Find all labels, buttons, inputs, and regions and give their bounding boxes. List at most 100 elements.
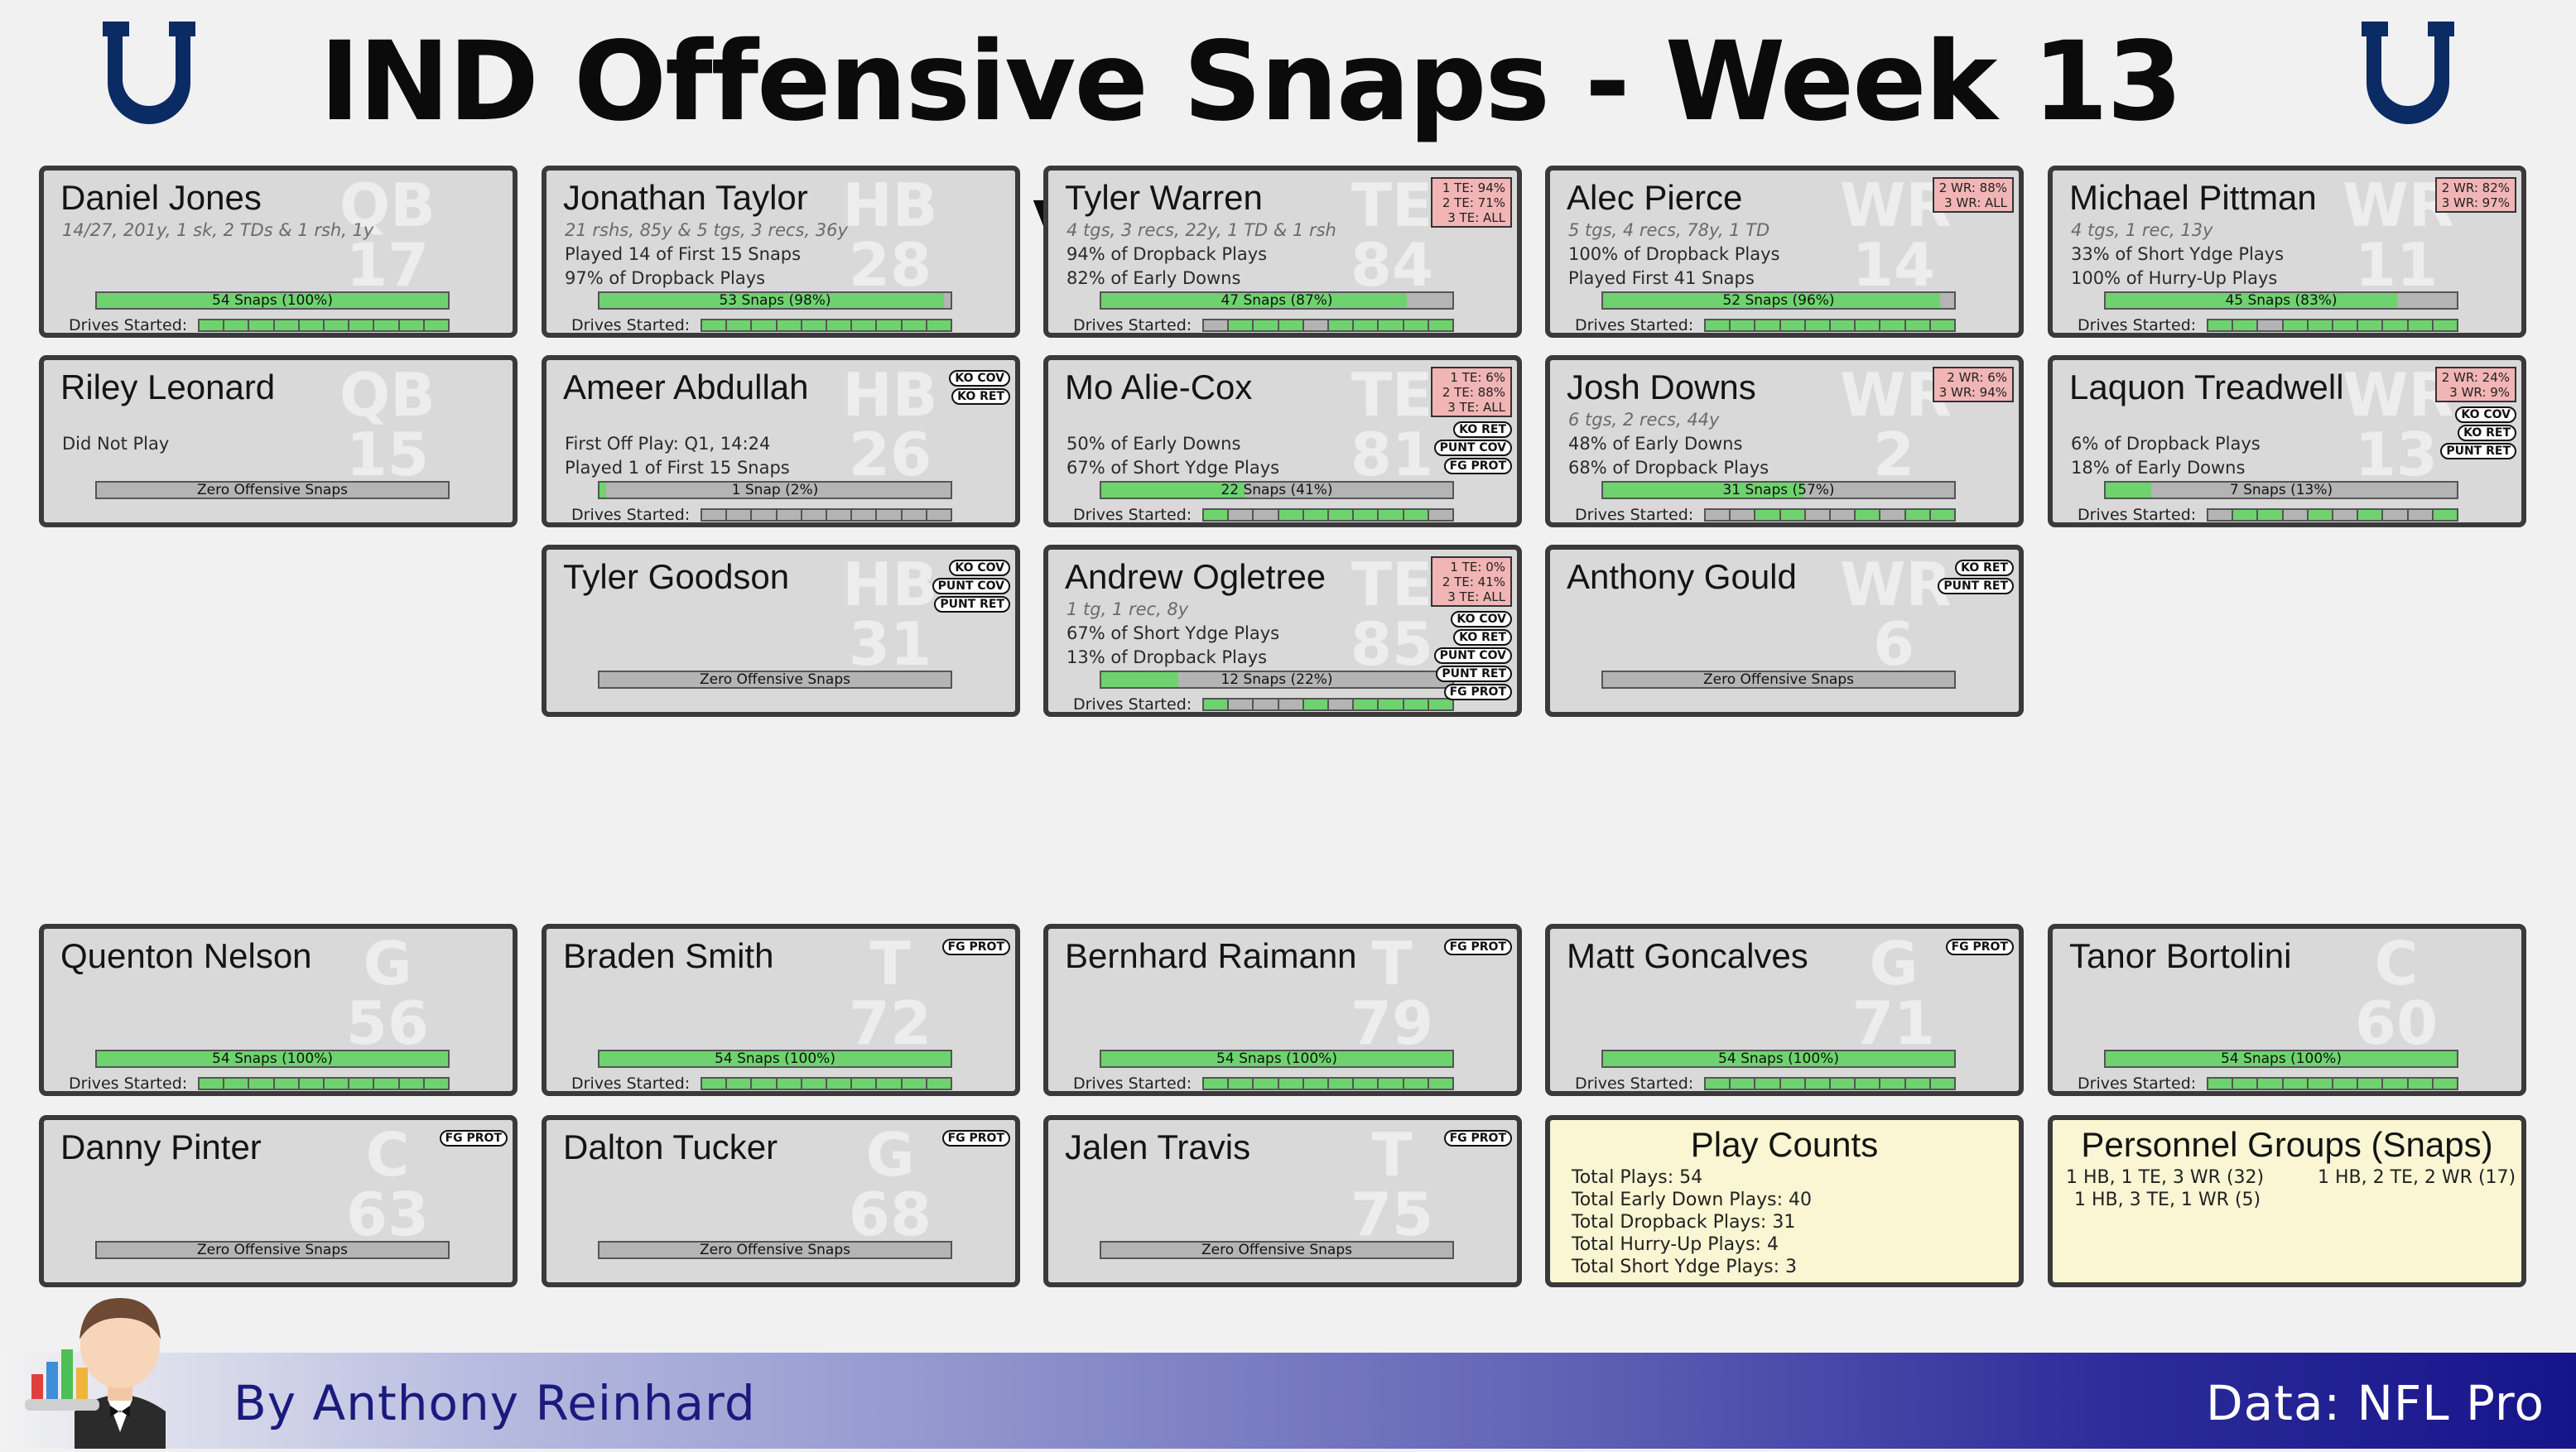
drive-segment <box>827 1079 853 1089</box>
stat-line: 82% of Early Downs <box>1067 268 1241 288</box>
play-count-line: Total Early Down Plays: 40 <box>1572 1190 1812 1210</box>
personnel-share-box: 1 TE: 6% 2 TE: 88% 3 TE: ALL <box>1431 367 1512 417</box>
drive-segment <box>325 1079 350 1089</box>
drive-segment <box>1428 510 1453 520</box>
position-label: T <box>869 929 911 998</box>
drive-segment <box>877 510 903 520</box>
position-jersey-watermark: WR 11 <box>2342 175 2454 295</box>
drive-segment <box>1303 1079 1330 1089</box>
drives-started-label: Drives Started: <box>69 316 188 334</box>
position-label: HB <box>842 360 938 430</box>
snap-bar-label: 54 Snaps (100%) <box>212 292 333 309</box>
play-counts-title: Play Counts <box>1690 1125 1879 1164</box>
snap-bar: 45 Snaps (83%) <box>2104 291 2458 310</box>
snap-bar-fill <box>1603 1051 1954 1066</box>
personnel-share-line: 1 TE: 0% <box>1450 560 1505 575</box>
personnel-share-box: 1 TE: 0% 2 TE: 41% 3 TE: ALL <box>1431 556 1512 607</box>
drive-segment <box>2258 1079 2284 1089</box>
drive-segment <box>424 320 449 330</box>
jersey-number: 63 <box>345 1180 430 1249</box>
special-teams-badge: PUNT COV <box>932 578 1010 594</box>
snap-bar-fill <box>599 483 607 498</box>
snap-bar: Zero Offensive Snaps <box>95 481 450 499</box>
special-teams-badges: FG PROT <box>1443 939 1512 955</box>
special-teams-badges: KO COV PUNT COV PUNT RET <box>932 560 1010 613</box>
special-teams-badge: KO RET <box>951 388 1010 405</box>
personnel-share-box: 1 TE: 94% 2 TE: 71% 3 TE: ALL <box>1431 177 1512 228</box>
drives-started-label: Drives Started: <box>2078 1075 2197 1093</box>
player-name: Jalen Travis <box>1065 1127 1251 1166</box>
position-label: WR <box>1840 360 1952 430</box>
player-card: WR 14 Alec Pierce 5 tgs, 4 recs, 78y, 1 TD 1… <box>1545 166 2024 338</box>
drive-segment <box>2358 510 2384 520</box>
position-jersey-watermark: QB 15 <box>334 365 441 484</box>
drive-segment <box>1204 700 1230 709</box>
personnel-share-box: 2 WR: 88% 3 WR: ALL <box>1933 177 2014 213</box>
drive-segment <box>424 1079 449 1089</box>
snap-bar-label: 53 Snaps (98%) <box>719 292 831 309</box>
player-card: WR 13 Laquon Treadwell 6% of Dropback Plays… <box>2048 355 2526 527</box>
drive-segment <box>2283 320 2309 330</box>
drive-segment <box>1755 510 1781 520</box>
stat-line: Did Not Play <box>62 434 170 454</box>
drives-started-bar <box>1202 319 1454 332</box>
personnel-share-line: 2 WR: 88% <box>1938 180 2007 195</box>
play-count-line: Total Short Ydge Plays: 3 <box>1572 1257 1798 1277</box>
stat-line: 67% of Short Ydge Plays <box>1067 623 1280 643</box>
drive-segment <box>1831 510 1856 520</box>
snap-bar-fill <box>2106 483 2152 498</box>
snap-bar-fill <box>97 293 448 308</box>
drives-started-label: Drives Started: <box>1073 506 1192 524</box>
personnel-share-line: 1 TE: 6% <box>1450 370 1505 385</box>
drive-segment <box>927 1079 951 1089</box>
special-teams-badge: KO COV <box>1451 611 1512 627</box>
player-card: T 79 Bernhard Raimann 54 Snaps (100%) Drives… <box>1043 924 1522 1096</box>
drives-started-label: Drives Started: <box>1575 506 1694 524</box>
drive-segment <box>1930 320 1955 330</box>
stat-line: 100% of Hurry-Up Plays <box>2071 268 2278 288</box>
special-teams-badge: KO RET <box>2458 425 2516 441</box>
drive-segment <box>1329 700 1355 709</box>
play-count-line: Total Dropback Plays: 31 <box>1572 1212 1796 1233</box>
snap-bar-fill <box>599 1051 951 1066</box>
personnel-share-line: 2 WR: 82% <box>2441 180 2510 195</box>
personnel-share-line: 2 TE: 41% <box>1442 575 1505 589</box>
stat-line: 13% of Dropback Plays <box>1067 647 1268 667</box>
drive-segment <box>1354 700 1379 709</box>
drive-segment <box>1229 700 1254 709</box>
drive-segment <box>1706 320 1731 330</box>
drive-segment <box>727 510 753 520</box>
drive-segment <box>2208 510 2234 520</box>
player-card: TE 84 Tyler Warren 4 tgs, 3 recs, 22y, 1 TD… <box>1043 166 1522 338</box>
drives-started-label: Drives Started: <box>2078 316 2197 334</box>
player-name: Daniel Jones <box>60 178 262 217</box>
snap-bar-fill <box>1101 483 1245 498</box>
drive-segment <box>299 1079 325 1089</box>
drives-started-bar <box>1202 698 1454 711</box>
drive-segment <box>1278 1079 1304 1089</box>
stat-line: 94% of Dropback Plays <box>1067 244 1268 264</box>
stat-line: 50% of Early Downs <box>1067 434 1241 454</box>
player-name: Matt Goncalves <box>1567 936 1808 975</box>
snap-bar-label: Zero Offensive Snaps <box>1703 671 1854 688</box>
snap-bar: 1 Snap (2%) <box>598 481 952 499</box>
player-name: Dalton Tucker <box>563 1127 778 1166</box>
position-label: TE <box>1351 360 1433 430</box>
drives-started-bar <box>198 319 450 332</box>
drive-segment <box>1404 320 1429 330</box>
drive-segment <box>399 320 425 330</box>
player-name: Mo Alie-Cox <box>1065 368 1253 406</box>
personnel-share-line: 3 TE: ALL <box>1447 589 1505 604</box>
player-name: Alec Pierce <box>1567 178 1743 217</box>
snap-bar-label: Zero Offensive Snaps <box>197 1242 348 1258</box>
drive-segment <box>2358 1079 2384 1089</box>
jersey-number: 60 <box>2354 988 2439 1058</box>
special-teams-badge: FG PROT <box>1945 939 2014 955</box>
personnel-share-line: 2 WR: 6% <box>1947 370 2007 385</box>
drives-started-bar <box>701 319 952 332</box>
position-label: G <box>865 1120 915 1190</box>
personnel-share-line: 3 TE: ALL <box>1447 400 1505 415</box>
drive-segment <box>349 320 375 330</box>
drive-segment <box>1805 320 1832 330</box>
drive-segment <box>1404 510 1429 520</box>
